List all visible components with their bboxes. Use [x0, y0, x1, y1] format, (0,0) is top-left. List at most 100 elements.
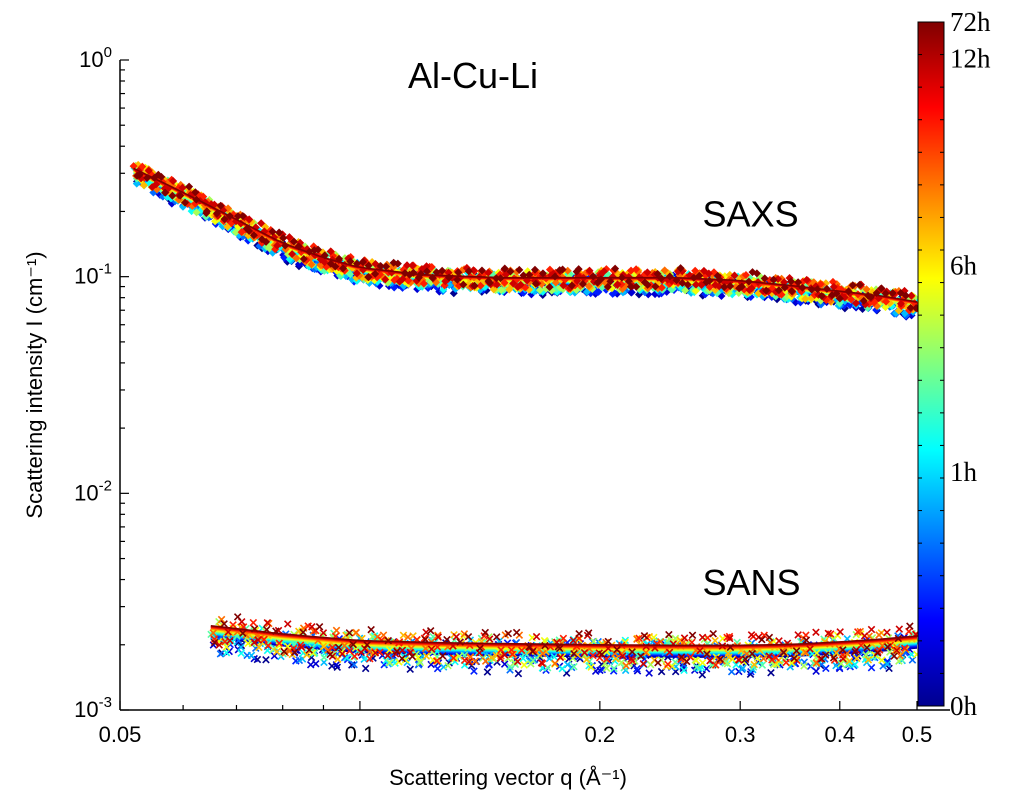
data-point	[574, 265, 583, 274]
data-point	[585, 266, 594, 275]
data-point	[864, 656, 873, 664]
data-point	[272, 627, 280, 635]
data-point	[672, 276, 681, 285]
data-point	[682, 657, 691, 666]
data-point	[551, 659, 559, 668]
data-point	[345, 629, 354, 637]
data-point	[348, 661, 356, 669]
data-point	[570, 662, 578, 671]
annotation-sans: SANS	[703, 562, 801, 603]
data-point	[651, 282, 660, 291]
data-point	[350, 660, 358, 669]
data-point	[739, 664, 747, 672]
data-point	[792, 647, 801, 655]
data-point	[531, 279, 540, 288]
data-point	[627, 654, 636, 663]
data-point	[220, 620, 228, 628]
data-point	[643, 280, 652, 289]
data-point	[220, 215, 229, 224]
data-point	[664, 660, 672, 669]
colorbar-label-6h: 6h	[950, 251, 978, 281]
data-point	[273, 241, 282, 250]
data-point	[512, 628, 521, 637]
data-point	[715, 275, 724, 284]
data-point	[906, 622, 914, 630]
data-point	[696, 646, 704, 655]
data-point	[449, 642, 457, 650]
data-point	[280, 647, 288, 656]
data-point	[465, 658, 473, 666]
data-point	[192, 195, 201, 204]
data-point	[632, 282, 641, 291]
data-point	[617, 658, 626, 667]
data-point	[529, 656, 537, 665]
data-point	[233, 613, 242, 621]
data-point	[350, 652, 359, 661]
data-point	[269, 645, 278, 654]
data-point	[513, 657, 522, 666]
data-point	[829, 654, 838, 662]
data-point	[532, 632, 541, 641]
data-point	[398, 275, 407, 284]
data-point	[237, 649, 245, 658]
data-point	[334, 643, 343, 652]
data-point	[367, 625, 375, 634]
data-point	[633, 667, 642, 675]
data-point	[270, 652, 279, 660]
data-point	[598, 665, 607, 674]
data-point	[692, 280, 701, 289]
x-tick-label: 0.05	[99, 722, 142, 747]
data-point	[398, 646, 407, 655]
data-point	[633, 665, 641, 673]
data-point	[426, 626, 435, 635]
data-point	[609, 667, 618, 675]
data-point	[726, 643, 735, 652]
data-point	[263, 619, 272, 627]
data-point	[497, 646, 505, 654]
data-point	[212, 209, 221, 218]
data-point	[765, 652, 774, 660]
data-point	[364, 261, 373, 270]
data-point	[720, 283, 729, 292]
data-point	[509, 279, 518, 288]
data-point	[275, 639, 284, 647]
data-point	[307, 260, 316, 269]
data-point	[888, 289, 897, 298]
data-point	[319, 629, 328, 637]
data-point	[238, 211, 247, 220]
data-point	[168, 191, 177, 200]
data-point	[537, 659, 546, 667]
data-point	[746, 670, 755, 679]
data-point	[530, 265, 539, 274]
data-point	[878, 656, 886, 664]
data-point	[845, 657, 854, 665]
data-point	[492, 274, 501, 283]
data-point	[500, 660, 509, 668]
data-point	[438, 652, 447, 660]
data-point	[444, 661, 452, 670]
colorbar-label-12h: 12h	[950, 43, 991, 73]
data-point	[215, 641, 223, 649]
y-tick-label: 10-1	[74, 261, 112, 289]
data-point	[251, 223, 260, 232]
data-point	[878, 641, 887, 650]
data-point	[249, 618, 258, 627]
data-point	[144, 166, 153, 175]
data-point	[514, 669, 523, 678]
data-point	[371, 269, 380, 278]
data-point	[599, 267, 608, 276]
data-point	[813, 649, 821, 657]
data-point	[726, 282, 735, 291]
data-point	[338, 650, 347, 658]
data-point	[222, 648, 231, 657]
data-point	[434, 633, 443, 641]
data-point	[444, 268, 453, 277]
data-point	[866, 292, 875, 301]
colorbar-gradient	[917, 21, 945, 707]
data-point	[279, 233, 288, 242]
data-point	[877, 284, 886, 293]
data-point	[774, 286, 783, 295]
colorbar-label-72h: 72h	[950, 7, 991, 37]
data-point	[680, 634, 689, 642]
data-point	[760, 274, 769, 283]
